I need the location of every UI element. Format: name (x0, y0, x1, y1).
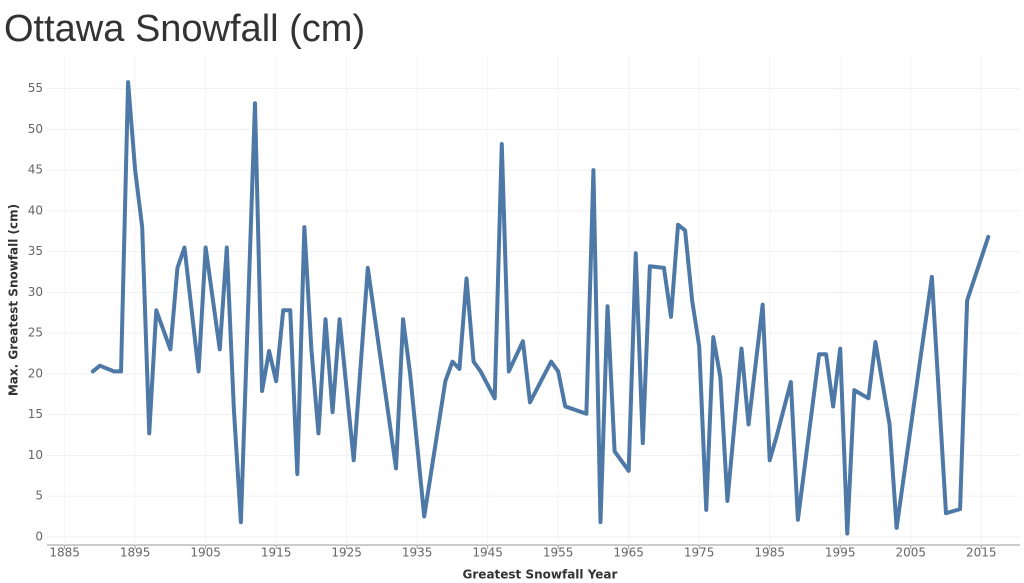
y-tick-label: 30 (28, 285, 43, 299)
x-tick-label: 1905 (190, 546, 221, 560)
y-tick-label: 45 (28, 163, 43, 177)
y-tick-label: 55 (28, 81, 43, 95)
x-tick-label: 1895 (120, 546, 151, 560)
y-tick-label: 0 (35, 529, 43, 543)
y-tick-label: 25 (28, 326, 43, 340)
x-tick-label: 2005 (895, 546, 926, 560)
y-tick-label: 40 (28, 203, 43, 217)
x-tick-label: 2015 (966, 546, 997, 560)
series-line (90, 80, 991, 536)
y-tick-label: 20 (28, 366, 43, 380)
x-tick-label: 1885 (49, 546, 80, 560)
y-tick-label: 35 (28, 244, 43, 258)
x-tick-label: 1975 (684, 546, 715, 560)
x-tick-label: 1965 (613, 546, 644, 560)
x-tick-label: 1925 (331, 546, 362, 560)
x-axis-label: Greatest Snowfall Year (463, 568, 618, 582)
chart-title: Ottawa Snowfall (cm) (4, 8, 365, 50)
y-axis-label: Max. Greatest Snowfall (cm) (7, 204, 21, 396)
x-tick-label: 1915 (261, 546, 292, 560)
x-tick-label: 1955 (543, 546, 574, 560)
y-tick-label: 5 (35, 489, 43, 503)
y-tick-label: 10 (28, 448, 43, 462)
x-tick-label: 1935 (402, 546, 433, 560)
y-tick-label: 15 (28, 407, 43, 421)
x-tick-label: 1945 (472, 546, 503, 560)
x-tick-label: 1985 (754, 546, 785, 560)
y-tick-label: 50 (28, 122, 43, 136)
x-tick-label: 1995 (825, 546, 856, 560)
